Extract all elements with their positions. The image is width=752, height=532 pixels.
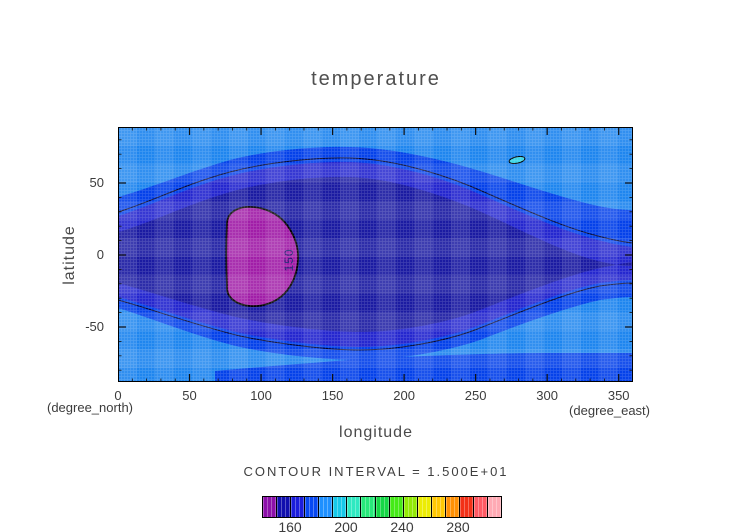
x-tick-label: 200 bbox=[393, 388, 415, 403]
colorbar-segment bbox=[488, 497, 502, 517]
plot-frame bbox=[118, 127, 633, 382]
x-tick-label: 0 bbox=[114, 388, 122, 403]
y-axis-unit: (degree_north) bbox=[47, 400, 133, 415]
colorbar-segment bbox=[473, 497, 488, 517]
x-axis-unit: (degree_east) bbox=[569, 403, 650, 418]
colorbar-tick-label: 280 bbox=[446, 519, 470, 532]
colorbar-segment bbox=[403, 497, 418, 517]
filled-contour-map: 150 bbox=[117, 127, 634, 382]
colorbar-segment bbox=[361, 497, 376, 517]
colorbar-segment bbox=[333, 497, 348, 517]
raster-texture-plaid bbox=[118, 127, 633, 382]
x-tick-label: 350 bbox=[607, 388, 630, 403]
x-tick-label: 50 bbox=[182, 388, 197, 403]
y-tick-label: -50 bbox=[85, 319, 104, 334]
colorbar-segment bbox=[305, 497, 320, 517]
colorbar bbox=[262, 496, 502, 518]
contour-plot-area: 150 bbox=[117, 127, 634, 382]
x-tick-labels: 0 50 100 150 200 250 300 350 bbox=[114, 388, 633, 404]
colorbar-segment bbox=[375, 497, 390, 517]
colorbar-tick-label: 200 bbox=[334, 519, 358, 532]
colorbar-segment bbox=[389, 497, 404, 517]
colorbar-segment bbox=[445, 497, 460, 517]
chart-title: temperature bbox=[311, 68, 441, 90]
colorbar-segment bbox=[319, 497, 334, 517]
colorbar-tick-label: 160 bbox=[278, 519, 302, 532]
colorbar-segment bbox=[347, 497, 362, 517]
y-tick-labels: 50 0 -50 bbox=[66, 127, 110, 382]
colorbar-segment bbox=[263, 497, 278, 517]
x-axis-title: longitude bbox=[339, 424, 413, 441]
colorbar-labels: 160 200 240 280 bbox=[262, 519, 500, 532]
colorbar-tick-label: 240 bbox=[390, 519, 414, 532]
y-tick-label: 0 bbox=[96, 247, 104, 262]
colorbar-segment bbox=[277, 497, 292, 517]
colorbar-segment bbox=[431, 497, 446, 517]
y-tick-label: 50 bbox=[89, 175, 104, 190]
x-tick-label: 100 bbox=[250, 388, 272, 403]
colorbar-segment bbox=[417, 497, 432, 517]
colorbar-segment bbox=[459, 497, 474, 517]
contour-interval-note: CONTOUR INTERVAL = 1.500E+01 bbox=[243, 464, 509, 479]
x-tick-label: 300 bbox=[536, 388, 559, 403]
colorbar-segment bbox=[291, 497, 306, 517]
x-tick-label: 250 bbox=[464, 388, 487, 403]
x-tick-label: 150 bbox=[321, 388, 344, 403]
